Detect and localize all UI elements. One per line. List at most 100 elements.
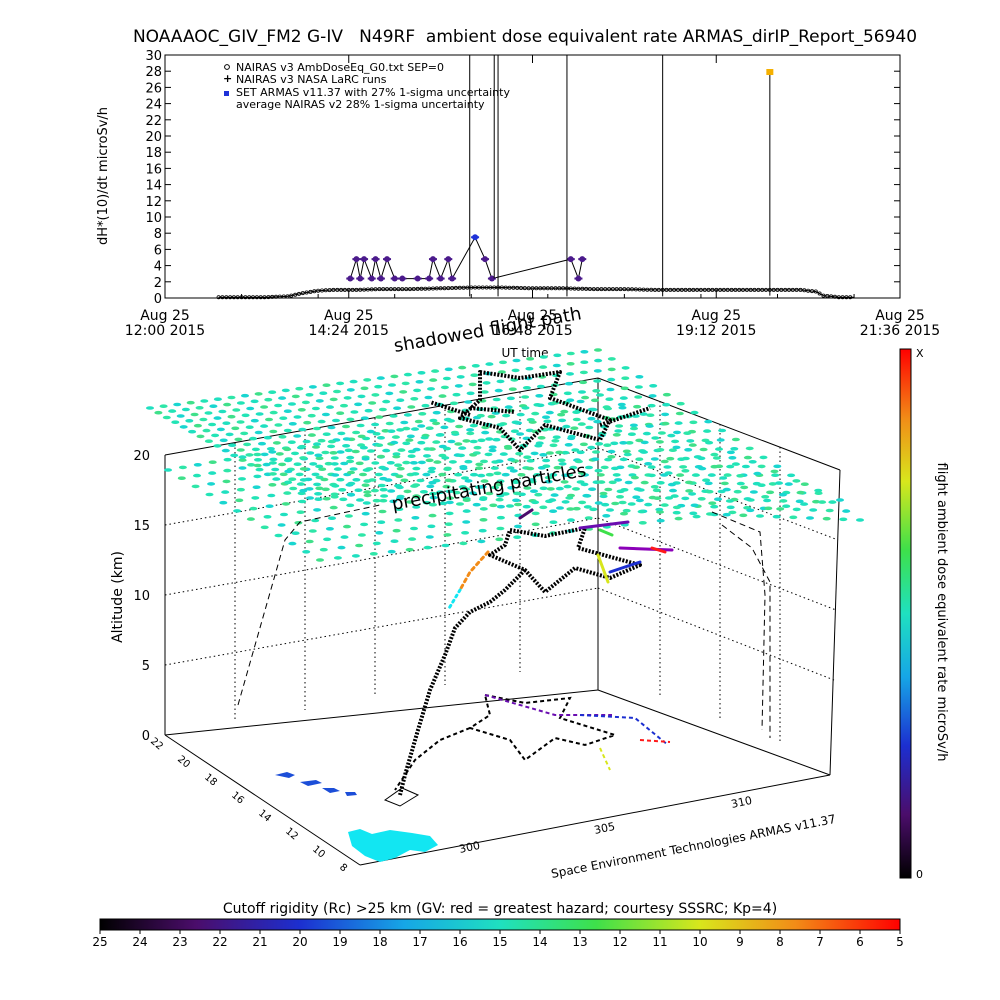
particle-dot xyxy=(380,494,389,498)
nairas-point xyxy=(572,286,577,291)
particle-dot xyxy=(432,410,441,415)
particle-dot xyxy=(405,547,414,552)
legend-circle-marker xyxy=(224,64,230,70)
particle-dot xyxy=(607,357,616,361)
particle-dot xyxy=(608,480,617,485)
particle-dot xyxy=(561,473,570,478)
legend-entry-3: SET ARMAS v11.37 with 27% 1-sigma uncert… xyxy=(236,86,510,99)
particle-dot xyxy=(168,409,177,413)
nairas-point xyxy=(553,286,558,291)
particle-dot xyxy=(324,461,333,466)
particle-dot xyxy=(403,372,412,377)
particle-dot xyxy=(602,405,611,409)
particle-dot xyxy=(723,473,732,477)
particle-dot xyxy=(690,410,699,415)
particle-dot xyxy=(614,429,623,433)
particle-dot xyxy=(502,413,511,418)
armas-point xyxy=(429,256,436,263)
particle-dot xyxy=(390,440,399,445)
particle-dot xyxy=(597,480,606,484)
nairas-point xyxy=(312,289,317,294)
nairas-point xyxy=(484,285,489,290)
particle-dot xyxy=(414,419,423,424)
particle-dot xyxy=(703,429,712,433)
particle-dot xyxy=(499,360,507,365)
particle-dot xyxy=(322,496,331,501)
particle-dot xyxy=(337,545,346,550)
particle-dot xyxy=(656,448,665,452)
particle-dot xyxy=(469,423,478,428)
nairas-point xyxy=(331,287,336,292)
particle-dot xyxy=(186,400,195,405)
particle-dot xyxy=(254,392,263,396)
particle-dot xyxy=(567,436,576,441)
particle-dot xyxy=(351,449,360,454)
particle-dot xyxy=(616,489,625,494)
y-tick-label: 8 xyxy=(154,227,162,242)
particle-dot xyxy=(526,418,535,422)
particle-dot xyxy=(387,489,396,493)
particle-dot xyxy=(419,490,428,494)
nairas-point xyxy=(369,287,374,292)
particle-dot xyxy=(208,422,217,427)
particle-dot xyxy=(599,494,608,499)
particle-dot xyxy=(396,466,405,471)
particle-dot xyxy=(443,533,452,537)
particle-dot xyxy=(778,492,787,497)
nairas-point xyxy=(825,293,830,298)
particle-dot xyxy=(707,473,716,477)
particle-dot xyxy=(749,490,758,494)
lat-tick-label: 22 xyxy=(148,736,165,753)
rc-colorbar-gradient xyxy=(99,918,901,931)
particle-dot xyxy=(429,495,438,500)
lat-tick-label: 8 xyxy=(337,862,349,875)
nairas-point xyxy=(829,294,834,299)
y-tick-label: 22 xyxy=(145,114,162,129)
particle-dot xyxy=(393,406,402,411)
particle-dot xyxy=(458,446,467,450)
particle-dot xyxy=(496,479,505,484)
particle-dot xyxy=(227,414,236,419)
particle-dot xyxy=(676,473,685,477)
particle-dot xyxy=(279,472,288,477)
particle-dot xyxy=(389,414,398,418)
particle-dot xyxy=(401,381,410,386)
particle-dot xyxy=(349,467,358,471)
nairas-point xyxy=(645,287,650,292)
particle-dot xyxy=(333,389,341,394)
particle-dot xyxy=(607,367,616,372)
particle-dot xyxy=(314,497,323,502)
nairas-point xyxy=(270,294,275,299)
rc-tick-label: 20 xyxy=(292,935,307,949)
nairas-point xyxy=(641,287,646,292)
particle-dot xyxy=(681,496,690,501)
nairas-point xyxy=(549,286,554,291)
particle-dot xyxy=(339,497,348,502)
nairas-point xyxy=(744,287,749,292)
nairas-point xyxy=(438,286,443,291)
particle-dot xyxy=(333,556,342,560)
particle-dot xyxy=(405,438,414,442)
particle-dot xyxy=(452,392,461,397)
legend-entry-2: NAIRAS v3 NASA LaRC runs xyxy=(236,73,387,86)
particle-dot xyxy=(288,422,297,426)
particle-dot xyxy=(470,472,478,477)
particle-dot xyxy=(395,474,404,479)
particle-dot xyxy=(566,507,575,511)
particle-dot xyxy=(246,517,255,521)
credit-text: Space Environment Technologies ARMAS v11… xyxy=(550,812,837,881)
particle-dot xyxy=(251,496,260,500)
particle-dot xyxy=(552,435,561,440)
particle-dot xyxy=(429,378,438,382)
particle-dot xyxy=(512,498,521,503)
nairas-point xyxy=(534,286,539,291)
nairas-point xyxy=(813,289,818,294)
particle-dot xyxy=(313,482,322,487)
particle-dot xyxy=(640,440,649,445)
particle-dot xyxy=(478,528,487,533)
nairas-point xyxy=(419,286,424,291)
particle-dot xyxy=(600,465,609,470)
particle-dot xyxy=(191,484,200,489)
particle-dot xyxy=(800,502,809,506)
particle-dot xyxy=(705,489,714,494)
